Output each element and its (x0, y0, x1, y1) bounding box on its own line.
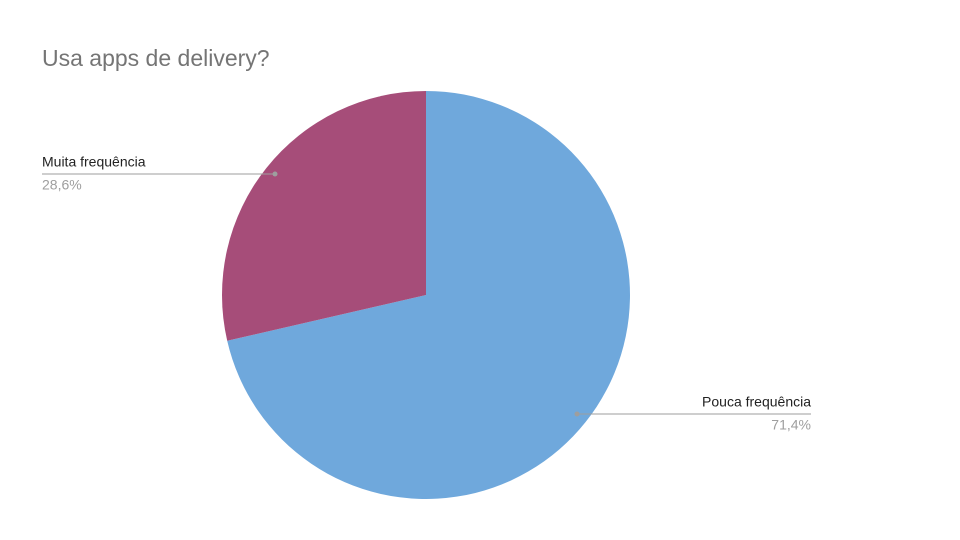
slice-label: Muita frequência (42, 154, 146, 170)
leader-dot (574, 411, 580, 417)
leader-dot (272, 171, 278, 177)
slice-value-label: 71,4% (771, 417, 811, 433)
slice-label: Pouca frequência (702, 394, 811, 410)
chart-title: Usa apps de delivery? (42, 45, 270, 71)
pie-slice (222, 91, 426, 341)
slice-value-label: 28,6% (42, 177, 82, 193)
pie-slice (227, 91, 631, 499)
